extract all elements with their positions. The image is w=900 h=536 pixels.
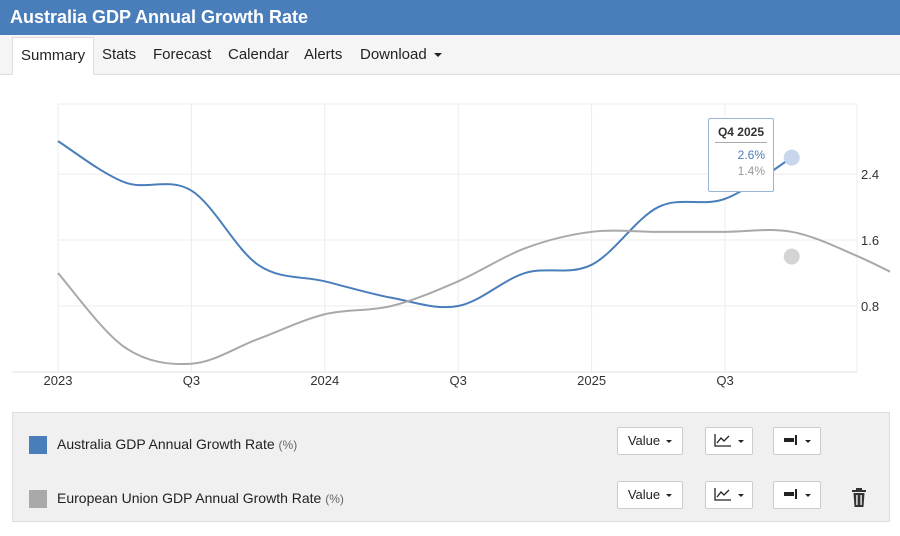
series-name-text: Australia GDP Annual Growth Rate <box>57 436 275 452</box>
axis-dropdown[interactable] <box>773 481 821 509</box>
axis-icon <box>784 435 797 445</box>
axis-icon <box>784 489 797 499</box>
legend-row-eu: European Union GDP Annual Growth Rate (%… <box>13 469 889 523</box>
value-dropdown-label: Value <box>627 433 661 448</box>
series-legend: Australia GDP Annual Growth Rate (%) Val… <box>12 412 890 522</box>
series-name: European Union GDP Annual Growth Rate (%… <box>57 490 344 506</box>
tooltip-title: Q4 2025 <box>715 125 767 143</box>
series-name: Australia GDP Annual Growth Rate (%) <box>57 436 297 452</box>
series-name-text: European Union GDP Annual Growth Rate <box>57 490 322 506</box>
chart-area: 0.8 1.6 2.4 2023 Q3 2024 Q3 2025 Q3 <box>12 76 890 406</box>
line-chart-icon <box>714 488 731 501</box>
tooltip-value-australia: 2.6% <box>737 148 765 162</box>
tab-summary[interactable]: Summary <box>12 37 95 75</box>
chevron-down-icon <box>805 494 811 498</box>
line-chart-icon <box>714 434 731 447</box>
chevron-down-icon <box>433 53 442 58</box>
tab-stats[interactable]: Stats <box>102 46 137 63</box>
tab-forecast[interactable]: Forecast <box>153 46 212 63</box>
legend-row-australia: Australia GDP Annual Growth Rate (%) Val… <box>13 415 889 469</box>
tab-download[interactable]: Download <box>360 37 442 75</box>
value-dropdown-label: Value <box>627 487 661 502</box>
chevron-down-icon <box>738 494 744 498</box>
chart-type-dropdown[interactable] <box>705 427 753 455</box>
y-tick-label: 2.4 <box>861 167 879 182</box>
y-tick-label: 0.8 <box>861 299 879 314</box>
line-chart: 0.8 1.6 2.4 2023 Q3 2024 Q3 2025 Q3 <box>12 103 890 388</box>
chart-tooltip: Q4 2025 2.6% 1.4% <box>708 118 774 192</box>
value-dropdown[interactable]: Value <box>617 427 683 455</box>
series-color-swatch[interactable] <box>29 436 47 454</box>
hover-point-australia <box>783 149 800 166</box>
tooltip-value-eu: 1.4% <box>737 164 765 178</box>
chart-type-dropdown[interactable] <box>705 481 753 509</box>
tab-calendar[interactable]: Calendar <box>228 46 289 63</box>
x-tick-label: Q3 <box>450 373 467 388</box>
tab-download-label: Download <box>360 46 427 63</box>
chevron-down-icon <box>666 440 673 444</box>
series-line-eu[interactable] <box>57 228 890 366</box>
chevron-down-icon <box>738 440 744 444</box>
value-dropdown[interactable]: Value <box>617 481 683 509</box>
series-unit: (%) <box>278 438 298 452</box>
chevron-down-icon <box>805 440 811 444</box>
x-tick-label: Q3 <box>716 373 733 388</box>
x-tick-label: 2025 <box>577 373 606 388</box>
series-line-australia[interactable] <box>57 140 793 309</box>
x-tick-label: Q3 <box>183 373 200 388</box>
hover-point-eu <box>783 248 800 265</box>
tab-bar: Summary Stats Forecast Calendar Alerts D… <box>0 35 900 75</box>
trash-icon[interactable] <box>849 487 869 509</box>
x-tick-label: 2023 <box>44 373 73 388</box>
tab-alerts[interactable]: Alerts <box>304 46 343 63</box>
page-title: Australia GDP Annual Growth Rate <box>0 0 900 35</box>
axis-dropdown[interactable] <box>773 427 821 455</box>
y-tick-label: 1.6 <box>861 233 879 248</box>
series-unit: (%) <box>325 492 344 506</box>
series-color-swatch[interactable] <box>29 490 47 508</box>
x-tick-label: 2024 <box>310 373 339 388</box>
chevron-down-icon <box>666 494 673 498</box>
